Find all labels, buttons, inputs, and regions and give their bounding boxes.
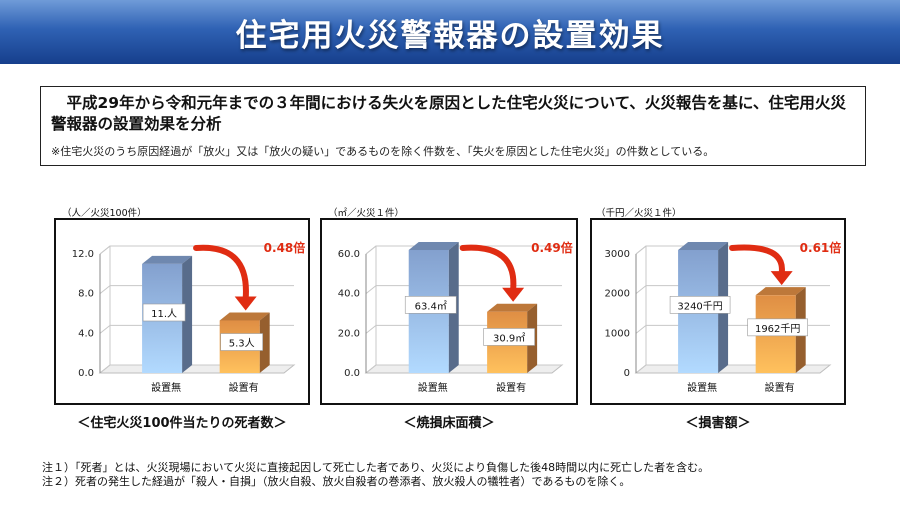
value-label: 30.9㎡ (493, 332, 525, 344)
bar-top (408, 242, 459, 250)
note-2: 注２）死者の発生した経過が「殺人・自損」（放火自殺、放火自殺者の巻添者、放火殺人… (42, 475, 631, 488)
title-bar: 住宅用火災警報器の設置効果 (0, 0, 900, 64)
page-title: 住宅用火災警報器の設置効果 (235, 17, 665, 54)
y-tick-label: 8.0 (78, 289, 94, 300)
x-tick-label: 設置有 (229, 381, 259, 394)
ratio-arrow (729, 244, 785, 277)
x-tick-label: 設置有 (765, 381, 795, 394)
summary-note: ※住宅火災のうち原因経過が「放火」又は「放火の疑い」であるものを除く件数を、「失… (51, 145, 715, 158)
summary-box: 平成29年から令和元年までの３年間における失火を原因とした住宅火災について、火災… (40, 86, 866, 166)
x-tick-label: 設置無 (151, 381, 181, 394)
bar-top (219, 312, 270, 321)
value-label-box (747, 318, 808, 337)
gridline (635, 285, 830, 295)
bar-top (755, 287, 806, 296)
value-label: 3240千円 (677, 300, 722, 312)
x-tick-label: 設置有 (496, 381, 526, 394)
y-tick-label: 40.0 (338, 289, 360, 300)
gridline (635, 245, 830, 255)
chart-2-caption: ＜焼損床面積＞ (403, 416, 495, 431)
value-label: 11.人 (151, 308, 177, 320)
gridline (365, 245, 562, 255)
bar-side (259, 312, 270, 373)
summary-text: 平成29年から令和元年までの３年間における失火を原因とした住宅火災について、火災… (51, 94, 846, 133)
note-1: 注１）「死者」とは、火災現場において火災に直接起因して死亡した者であり、火災によ… (42, 461, 710, 474)
chart-1-caption: ＜住宅火災100件当たりの死者数＞ (77, 416, 287, 431)
chart-1-unit: （人／火災100件） (62, 208, 147, 219)
bar-top (487, 303, 538, 312)
value-label-box (483, 328, 535, 346)
gridline (365, 285, 562, 295)
bar-side (182, 255, 193, 373)
gridline (99, 245, 294, 255)
ratio-arrow (459, 244, 517, 293)
y-tick-label: 3000 (605, 249, 630, 260)
chart-3-unit: （千円／火災１件） (596, 208, 682, 219)
bar-top (678, 242, 729, 250)
value-label-box (142, 303, 186, 322)
value-label: 1962千円 (755, 323, 800, 335)
y-tick-label: 20.0 (338, 328, 360, 339)
y-tick-label: 4.0 (78, 328, 94, 339)
chart-3-caption: ＜損害額＞ (685, 416, 751, 431)
x-tick-label: 設置無 (687, 381, 717, 394)
chart-2-unit: （㎡／火災１件） (328, 208, 405, 219)
ratio-label: 0.61倍 (800, 240, 842, 255)
ratio-arrow-head (502, 287, 525, 302)
x-tick-label: 設置無 (418, 381, 448, 394)
y-tick-label: 60.0 (338, 249, 360, 260)
value-label-box (220, 333, 263, 351)
value-label: 63.4㎡ (415, 300, 447, 312)
y-tick-label: 0.0 (344, 368, 360, 379)
ratio-arrow-head (234, 296, 257, 311)
ratio-arrow (193, 244, 249, 302)
notes: 注１）「死者」とは、火災現場において火災に直接起因して死亡した者であり、火災によ… (42, 461, 872, 489)
y-tick-label: 12.0 (72, 249, 94, 260)
ratio-label: 0.49倍 (531, 240, 573, 255)
value-label: 5.3人 (229, 338, 255, 350)
value-label-box (669, 296, 731, 314)
ratio-label: 0.48倍 (264, 240, 306, 255)
value-label-box (404, 296, 457, 314)
y-tick-label: 1000 (605, 328, 630, 339)
bar-top (142, 255, 193, 264)
ratio-arrow-head (770, 271, 793, 286)
y-tick-label: 0.0 (78, 368, 94, 379)
y-tick-label: 2000 (605, 289, 630, 300)
chart-damage: 0 1000 2000 3000 3240千円 設置無 1962千円 設置有 0.61倍 (590, 218, 846, 405)
y-tick-label: 0 (624, 368, 630, 379)
chart-deaths: 0.0 4.0 8.0 12.0 11.人設置無 5.3人設置有 0.48倍 (54, 218, 310, 405)
gridline (99, 285, 294, 295)
